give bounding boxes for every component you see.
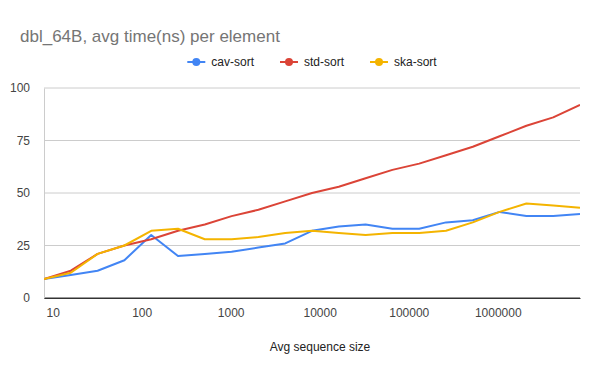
legend-marker (285, 58, 293, 66)
x-tick-label: 10 (46, 306, 60, 320)
series-line (44, 204, 580, 280)
y-tick-label: 25 (17, 239, 31, 253)
legend-label: ska-sort (394, 55, 437, 69)
y-tick-label: 0 (23, 291, 30, 305)
series-line (44, 105, 580, 279)
x-tick-label: 1000 (218, 306, 245, 320)
grid-line (44, 140, 580, 141)
x-axis-title: Avg sequence size (270, 340, 371, 354)
x-axis-line (45, 298, 581, 299)
legend-item: std-sort (280, 55, 345, 69)
x-tick: 10000 (304, 298, 338, 320)
grid-line (44, 298, 580, 299)
x-tick: 1000 (218, 298, 245, 320)
legend-marker (192, 58, 200, 66)
legend-item: ska-sort (370, 55, 437, 69)
chart: 0 25 50 75 100 10 100 1000 10000 100000 1000000 dbl… (0, 0, 600, 371)
legend-label: cav-sort (211, 55, 254, 69)
y-axis: 0 25 50 75 100 (10, 81, 45, 305)
x-tick-label: 1000000 (475, 306, 522, 320)
y-tick: 50 (17, 186, 44, 200)
x-tick: 1000000 (475, 298, 522, 320)
grid-line (44, 88, 580, 89)
legend-label: std-sort (304, 55, 345, 69)
title: dbl_64B, avg time(ns) per element (20, 27, 280, 46)
x-tick: 10 (46, 298, 60, 320)
x-tick: 100 (132, 298, 152, 320)
y-tick: 100 (10, 81, 44, 95)
y-tick-label: 75 (17, 134, 31, 148)
plot-area (44, 105, 580, 279)
y-tick: 25 (17, 239, 44, 253)
x-tick-label: 10000 (304, 306, 338, 320)
grid (44, 88, 580, 298)
y-tick-label: 100 (10, 81, 30, 95)
legend-marker (375, 58, 383, 66)
y-tick: 75 (17, 134, 44, 148)
legend: cav-sort std-sort ska-sort (187, 55, 437, 69)
x-axis: 10 100 1000 10000 100000 1000000 (45, 298, 581, 320)
x-tick: 100000 (389, 298, 429, 320)
y-tick-label: 50 (17, 186, 31, 200)
legend-item: cav-sort (187, 55, 254, 69)
y-axis-line (44, 89, 45, 299)
x-tick-label: 100000 (389, 306, 429, 320)
y-tick: 0 (23, 291, 44, 305)
x-tick-label: 100 (132, 306, 152, 320)
